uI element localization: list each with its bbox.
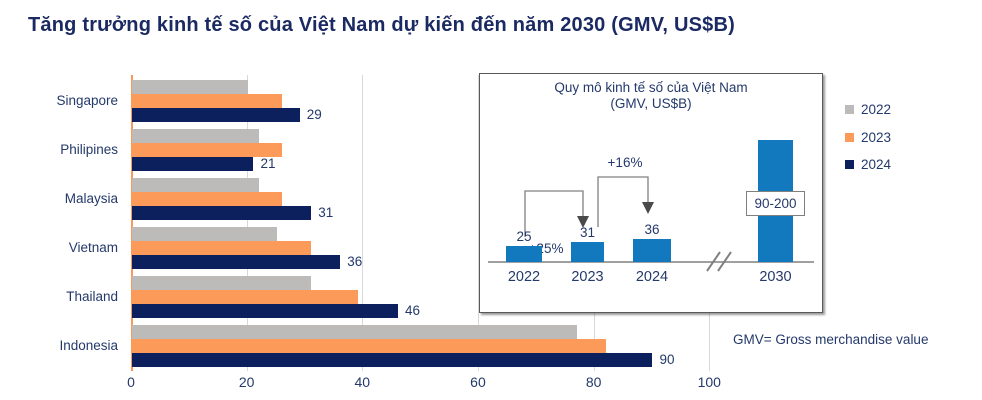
value-label-philipines: 21 (260, 156, 276, 171)
x-tick-80: 80 (585, 374, 602, 390)
bar-thailand-2024 (132, 304, 399, 318)
projection-range-box: 90-200 (746, 191, 805, 216)
category-label-philipines: Philipines (60, 142, 118, 157)
bar-malaysia-2024 (132, 206, 312, 220)
page-title: Tăng trưởng kinh tế số của Việt Nam dự k… (28, 14, 735, 36)
inset-bar-2023 (571, 242, 604, 262)
arrow-down-icon (642, 202, 654, 214)
gridline-20 (246, 75, 248, 371)
category-label-malaysia: Malaysia (64, 191, 118, 206)
bar-singapore-2022 (132, 80, 248, 94)
bar-malaysia-2023 (132, 192, 283, 206)
x-tick-60: 60 (470, 374, 486, 390)
inset-title-line2: (GMV, US$B) (610, 96, 692, 111)
bar-singapore-2023 (132, 94, 283, 108)
y-axis-line (131, 75, 133, 371)
vietnam-inset-panel: Quy mô kinh tế số của Việt Nam (GMV, US$… (479, 73, 823, 313)
inset-value-2022: 25 (516, 229, 532, 244)
value-label-indonesia: 90 (659, 352, 675, 367)
gmv-footnote: GMV= Gross merchandise value (733, 332, 929, 347)
bar-vietnam-2022 (132, 227, 277, 241)
inset-year-2030: 2030 (759, 269, 792, 285)
legend-label: 2024 (861, 157, 892, 172)
bar-indonesia-2022 (132, 325, 578, 339)
axis-break-icon (717, 251, 732, 272)
bar-philipines-2022 (132, 129, 260, 143)
x-tick-100: 100 (697, 374, 721, 390)
bar-indonesia-2023 (132, 339, 607, 353)
inset-title: Quy mô kinh tế số của Việt Nam (GMV, US$… (480, 80, 822, 112)
inset-axis-and-arrows (488, 176, 814, 272)
x-tick-40: 40 (354, 374, 371, 390)
legend-swatch-icon (845, 105, 854, 114)
inset-bar-2022 (506, 246, 542, 262)
gridline-60 (477, 75, 479, 371)
inset-value-2024: 36 (644, 221, 660, 237)
value-label-vietnam: 36 (347, 254, 363, 269)
value-label-thailand: 46 (405, 303, 421, 318)
bar-vietnam-2023 (132, 241, 312, 255)
gridline-40 (362, 75, 364, 371)
inset-year-2022: 2022 (507, 269, 541, 285)
x-tick-20: 20 (238, 374, 255, 390)
category-label-thailand: Thailand (66, 289, 118, 304)
category-label-vietnam: Vietnam (68, 240, 118, 255)
bar-thailand-2023 (132, 290, 358, 304)
x-tick-0: 0 (127, 374, 135, 390)
bar-singapore-2024 (132, 108, 300, 122)
category-label-indonesia: Indonesia (59, 338, 118, 353)
bar-thailand-2022 (132, 276, 312, 290)
axis-break-icon (706, 251, 721, 272)
inset-value-2023: 31 (579, 225, 596, 241)
inset-bar-2024 (633, 238, 671, 262)
bar-philipines-2023 (132, 143, 283, 157)
inset-title-line1: Quy mô kinh tế số của Việt Nam (554, 80, 748, 95)
bar-indonesia-2024 (132, 353, 653, 367)
bracket-25pct (524, 190, 584, 237)
value-label-malaysia: 31 (318, 205, 334, 220)
legend-label: 2022 (861, 102, 892, 117)
bar-vietnam-2024 (132, 255, 341, 269)
inset-year-2023: 2023 (571, 269, 604, 285)
inset-year-2024: 2024 (635, 269, 669, 285)
arrow-down-icon (577, 216, 589, 228)
legend-swatch-icon (845, 160, 854, 169)
category-label-singapore: Singapore (56, 93, 118, 108)
value-label-singapore: 29 (306, 107, 322, 122)
legend-swatch-icon (845, 132, 854, 142)
bar-malaysia-2022 (132, 178, 260, 192)
bar-philipines-2024 (132, 157, 254, 171)
bracket-16pct (597, 176, 649, 227)
legend-label: 2023 (861, 129, 892, 145)
growth-annotation-16: +16% (607, 155, 643, 170)
